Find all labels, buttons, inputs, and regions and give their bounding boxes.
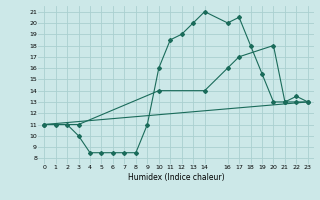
- X-axis label: Humidex (Indice chaleur): Humidex (Indice chaleur): [128, 173, 224, 182]
